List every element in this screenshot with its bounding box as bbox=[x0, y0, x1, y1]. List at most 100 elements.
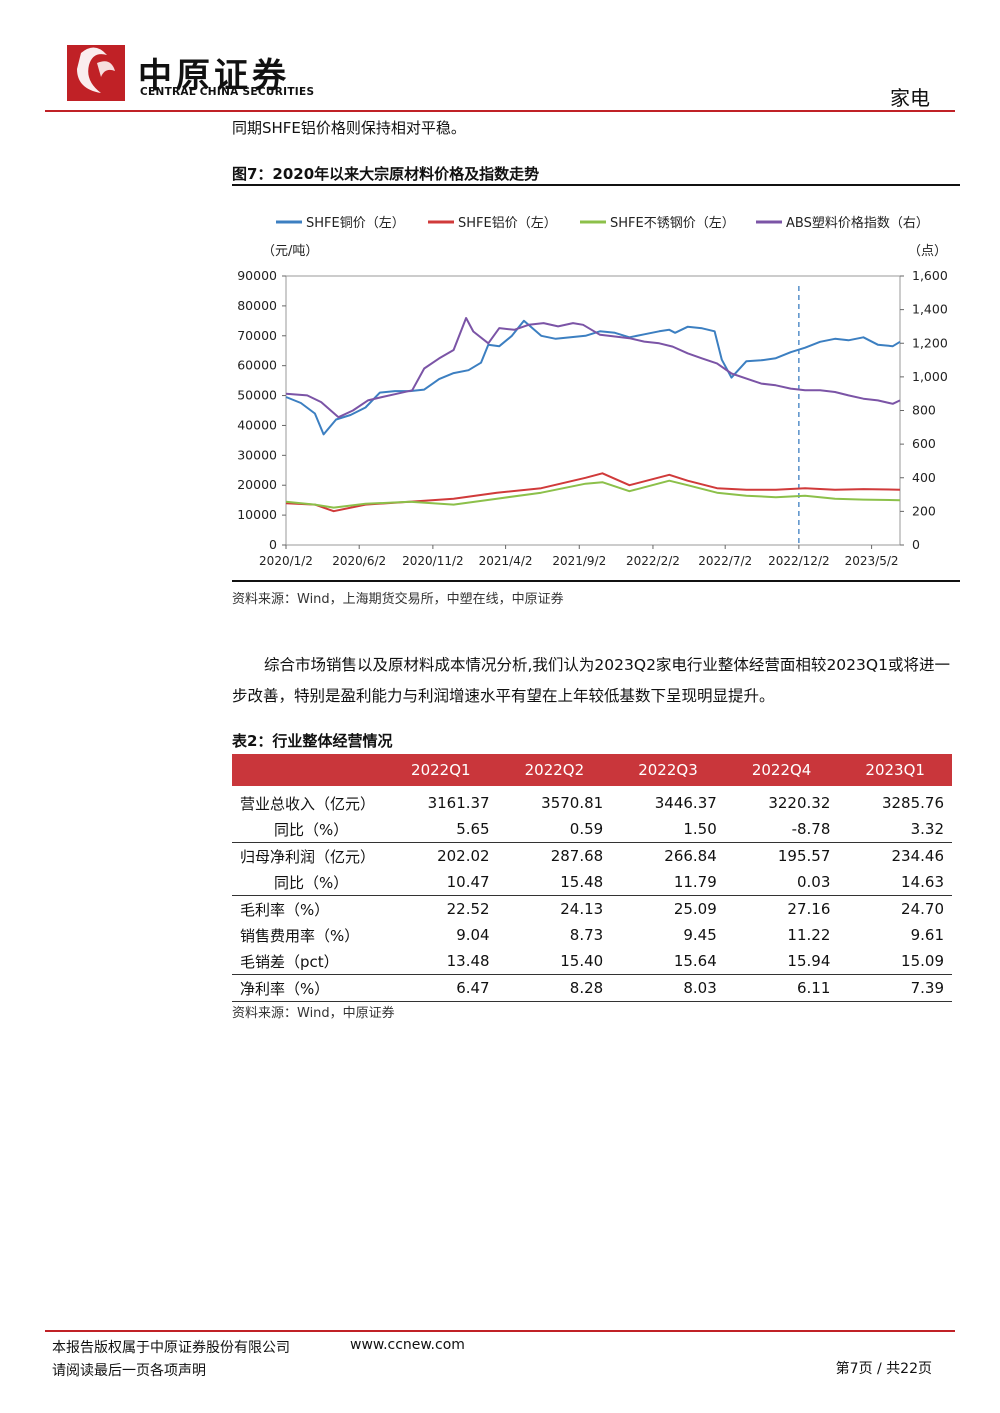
report-sector: 家电 bbox=[890, 86, 930, 110]
table-cell: 8.28 bbox=[497, 974, 612, 1002]
table-cell: 8.73 bbox=[569, 926, 604, 944]
table-cell: 1.50 bbox=[611, 816, 725, 843]
table-header-row: 2022Q1 2022Q2 2022Q3 2022Q4 2023Q1 bbox=[232, 754, 952, 786]
left-tick-label: 40000 bbox=[237, 417, 277, 432]
brand-name-cn: 中原证券 bbox=[138, 56, 290, 96]
aluminum-price-line bbox=[285, 472, 901, 513]
x-tick-label: 2020/6/2 bbox=[332, 554, 386, 568]
brand-name-en: CENTRAL CHINA SECURITIES bbox=[140, 86, 315, 98]
table-cell: 14.63 bbox=[838, 869, 952, 896]
table-row: 归母净利润（亿元） 202.02 287.68 266.84 195.57 23… bbox=[232, 843, 952, 870]
left-axis-unit: （元/吨） bbox=[262, 244, 318, 259]
left-tick-label: 80000 bbox=[237, 298, 277, 313]
footer-notice: 请阅读最后一页各项声明 bbox=[52, 1363, 206, 1379]
table-cell: -8.78 bbox=[724, 816, 839, 843]
table-cell: 27.16 bbox=[787, 900, 831, 918]
legend-label: ABS塑料价格指数（右） bbox=[786, 215, 929, 231]
table-cell: 3161.37 bbox=[427, 794, 490, 812]
x-tick-label: 2021/9/2 bbox=[552, 554, 606, 568]
table-cell: 202.02 bbox=[437, 847, 490, 865]
row-label: 毛销差（pct） bbox=[232, 948, 384, 975]
figure-title: 图7：2020年以来大宗原材料价格及指数走势 bbox=[232, 165, 540, 183]
footer-copyright: 本报告版权属于中原证券股份有限公司 bbox=[52, 1340, 290, 1356]
table-cell: 3570.81 bbox=[541, 794, 604, 812]
copper-price-line bbox=[285, 319, 901, 436]
table-cell: 9.04 bbox=[456, 926, 490, 944]
column-header: 2022Q4 bbox=[724, 754, 839, 786]
page-number: 第7页 / 共22页 bbox=[835, 1361, 932, 1377]
header-rule bbox=[45, 110, 955, 112]
row-label: 同比（%） bbox=[232, 869, 384, 896]
left-tick-label: 10000 bbox=[237, 507, 277, 522]
analysis-paragraph: 综合市场销售以及原材料成本情况分析,我们认为2023Q2家电行业整体经营面相较2… bbox=[232, 656, 950, 705]
legend-label: SHFE铜价（左） bbox=[306, 216, 405, 231]
table-cell: 15.48 bbox=[497, 869, 612, 896]
row-label: 营业总收入（亿元） bbox=[240, 794, 376, 813]
left-tick-label: 50000 bbox=[237, 388, 277, 403]
column-header: 2022Q1 bbox=[384, 754, 498, 786]
x-tick-label: 2022/7/2 bbox=[698, 554, 752, 568]
table-cell: 3220.32 bbox=[768, 794, 831, 812]
right-tick-label: 1,200 bbox=[912, 335, 948, 350]
company-logo bbox=[67, 45, 125, 101]
right-tick-label: 1,400 bbox=[912, 302, 948, 317]
price-trend-chart: SHFE铜价（左） SHFE铝价（左） SHFE不锈钢价（左） ABS塑料价格指数（右… bbox=[237, 215, 948, 568]
table-cell: 3285.76 bbox=[881, 794, 944, 812]
table-cell: 3446.37 bbox=[654, 794, 717, 812]
row-label: 销售费用率（%） bbox=[240, 926, 360, 945]
table-cell: 5.65 bbox=[384, 816, 498, 843]
figure-source: 资料来源：Wind，上海期货交易所，中塑在线，中原证券 bbox=[232, 592, 564, 607]
right-tick-label: 600 bbox=[912, 436, 936, 451]
table-cell: 9.61 bbox=[910, 926, 944, 944]
table-row: 同比（%） 5.65 0.59 1.50 -8.78 3.32 bbox=[232, 816, 952, 843]
table-cell: 10.47 bbox=[384, 869, 498, 896]
table-row: 同比（%） 10.47 15.48 11.79 0.03 14.63 bbox=[232, 869, 952, 896]
table-cell: 8.03 bbox=[611, 974, 725, 1002]
abs-index-line bbox=[285, 317, 901, 419]
right-tick-label: 200 bbox=[912, 503, 936, 518]
footer-website-link[interactable]: www.ccnew.com bbox=[350, 1337, 465, 1353]
table-row: 营业总收入（亿元） 3161.37 3570.81 3446.37 3220.3… bbox=[232, 786, 952, 816]
table-row: 销售费用率（%） 9.04 8.73 9.45 11.22 9.61 bbox=[232, 922, 952, 948]
column-header: 2022Q3 bbox=[611, 754, 725, 786]
table-cell: 266.84 bbox=[664, 847, 717, 865]
left-tick-label: 30000 bbox=[237, 447, 277, 462]
row-label: 净利率（%） bbox=[232, 974, 384, 1002]
table-row: 净利率（%） 6.47 8.28 8.03 6.11 7.39 bbox=[232, 974, 952, 1002]
legend-label: SHFE不锈钢价（左） bbox=[610, 216, 735, 231]
operations-table: 2022Q1 2022Q2 2022Q3 2022Q4 2023Q1 营业总收入… bbox=[232, 754, 952, 1002]
right-tick-label: 1,600 bbox=[912, 268, 948, 283]
left-tick-label: 0 bbox=[269, 537, 277, 552]
column-header: 2022Q2 bbox=[497, 754, 612, 786]
left-tick-label: 60000 bbox=[237, 358, 277, 373]
x-tick-label: 2022/12/2 bbox=[768, 554, 830, 568]
table-title: 表2：行业整体经营情况 bbox=[232, 732, 393, 750]
right-tick-label: 400 bbox=[912, 470, 936, 485]
table-cell: 287.68 bbox=[550, 847, 604, 865]
table-cell: 195.57 bbox=[777, 847, 831, 865]
right-axis-unit: （点） bbox=[908, 244, 947, 259]
logo-mark-icon bbox=[77, 47, 115, 93]
x-tick-label: 2022/2/2 bbox=[626, 554, 680, 568]
table-cell: 24.13 bbox=[560, 900, 604, 918]
right-tick-label: 800 bbox=[912, 403, 936, 418]
table-cell: 0.03 bbox=[724, 869, 839, 896]
lead-text: 同期SHFE铝价格则保持相对平稳。 bbox=[232, 119, 466, 137]
table-cell: 24.70 bbox=[901, 900, 944, 918]
table-cell: 15.64 bbox=[611, 948, 725, 975]
footer-rule bbox=[45, 1330, 955, 1332]
table-cell: 7.39 bbox=[838, 974, 952, 1002]
chart-axes: 0100002000030000400005000060000700008000… bbox=[237, 268, 948, 568]
chart-legend: SHFE铜价（左） SHFE铝价（左） SHFE不锈钢价（左） ABS塑料价格指数（右… bbox=[276, 215, 929, 231]
left-tick-label: 90000 bbox=[237, 268, 277, 283]
column-header bbox=[232, 754, 384, 786]
column-header: 2023Q1 bbox=[838, 754, 952, 786]
table-cell: 13.48 bbox=[384, 948, 498, 975]
steel-price-line bbox=[285, 479, 901, 509]
table-cell: 6.47 bbox=[384, 974, 498, 1002]
figure-bottom-rule bbox=[232, 580, 960, 582]
table-cell: 11.79 bbox=[611, 869, 725, 896]
table-cell: 11.22 bbox=[787, 926, 831, 944]
right-tick-label: 1,000 bbox=[912, 369, 948, 384]
chart-series bbox=[285, 317, 901, 513]
